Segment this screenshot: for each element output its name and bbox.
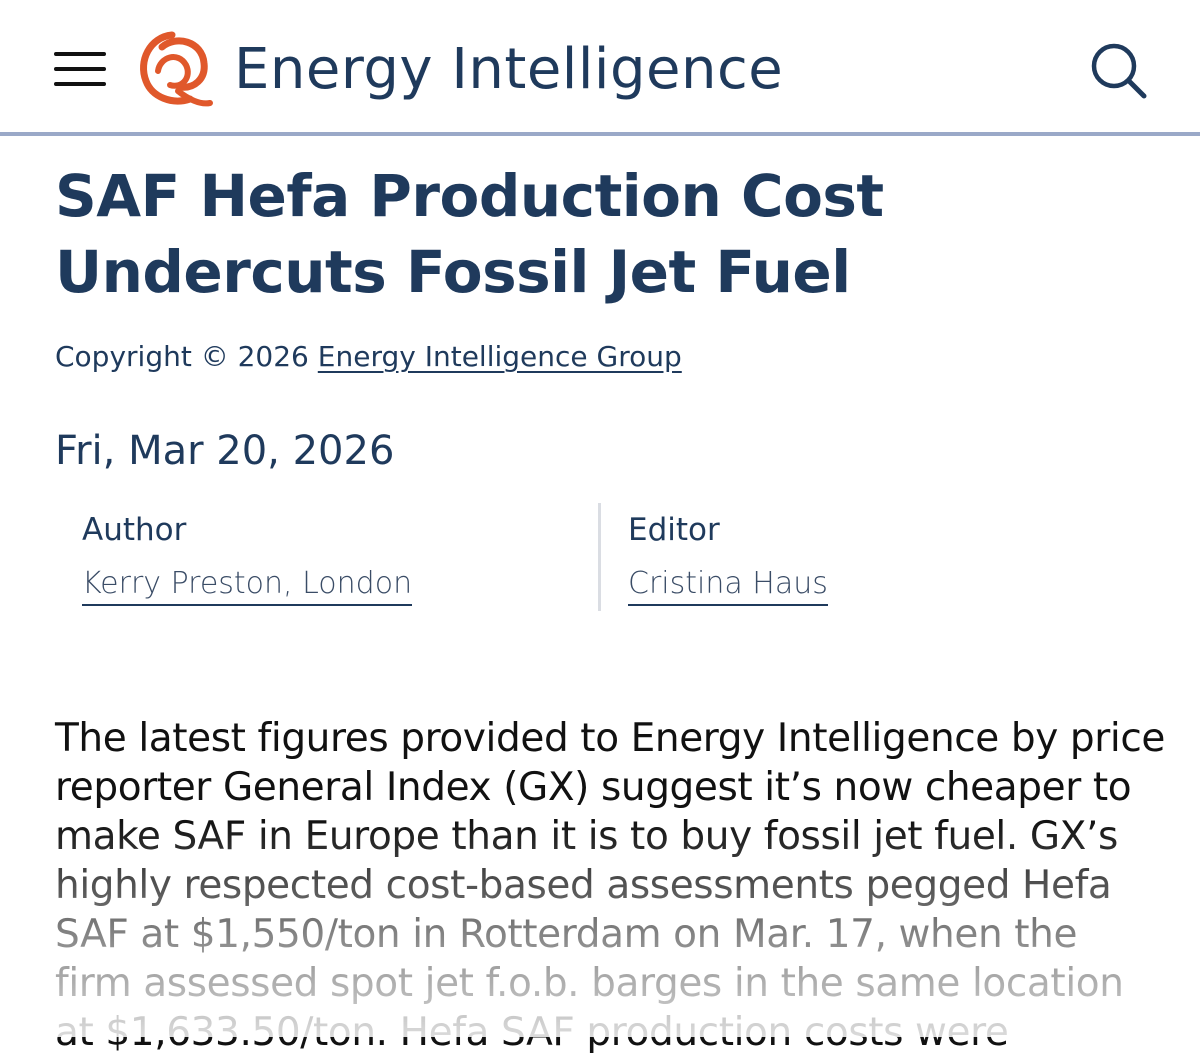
editor-link[interactable]: Cristina Haus — [628, 566, 828, 606]
search-icon[interactable] — [1088, 40, 1150, 102]
menu-bar — [54, 82, 106, 86]
menu-bar — [54, 52, 106, 56]
editor-label: Editor — [628, 512, 720, 548]
menu-bar — [54, 67, 106, 71]
energy-intelligence-logo-icon — [140, 31, 213, 107]
article-date: Fri, Mar 20, 2026 — [55, 428, 395, 474]
site-logo[interactable]: Energy Intelligence — [132, 24, 783, 114]
copyright-link[interactable]: Energy Intelligence Group — [317, 340, 682, 373]
logo-text: Energy Intelligence — [234, 36, 784, 102]
copyright-prefix: Copyright © 2026 — [55, 340, 318, 373]
site-header: Energy Intelligence — [0, 0, 1200, 136]
meta-divider — [598, 503, 601, 611]
author-label: Author — [82, 512, 187, 548]
author-link[interactable]: Kerry Preston, London — [82, 566, 413, 606]
hamburger-menu-icon[interactable] — [54, 46, 108, 92]
copyright-line: Copyright © 2026 Energy Intelligence Gro… — [55, 340, 682, 373]
article-body: The latest figures provided to Energy In… — [55, 716, 1165, 1055]
article-title: SAF Hefa Production Cost Undercuts Fossi… — [55, 162, 884, 306]
search-icon-glyph — [1091, 43, 1147, 99]
